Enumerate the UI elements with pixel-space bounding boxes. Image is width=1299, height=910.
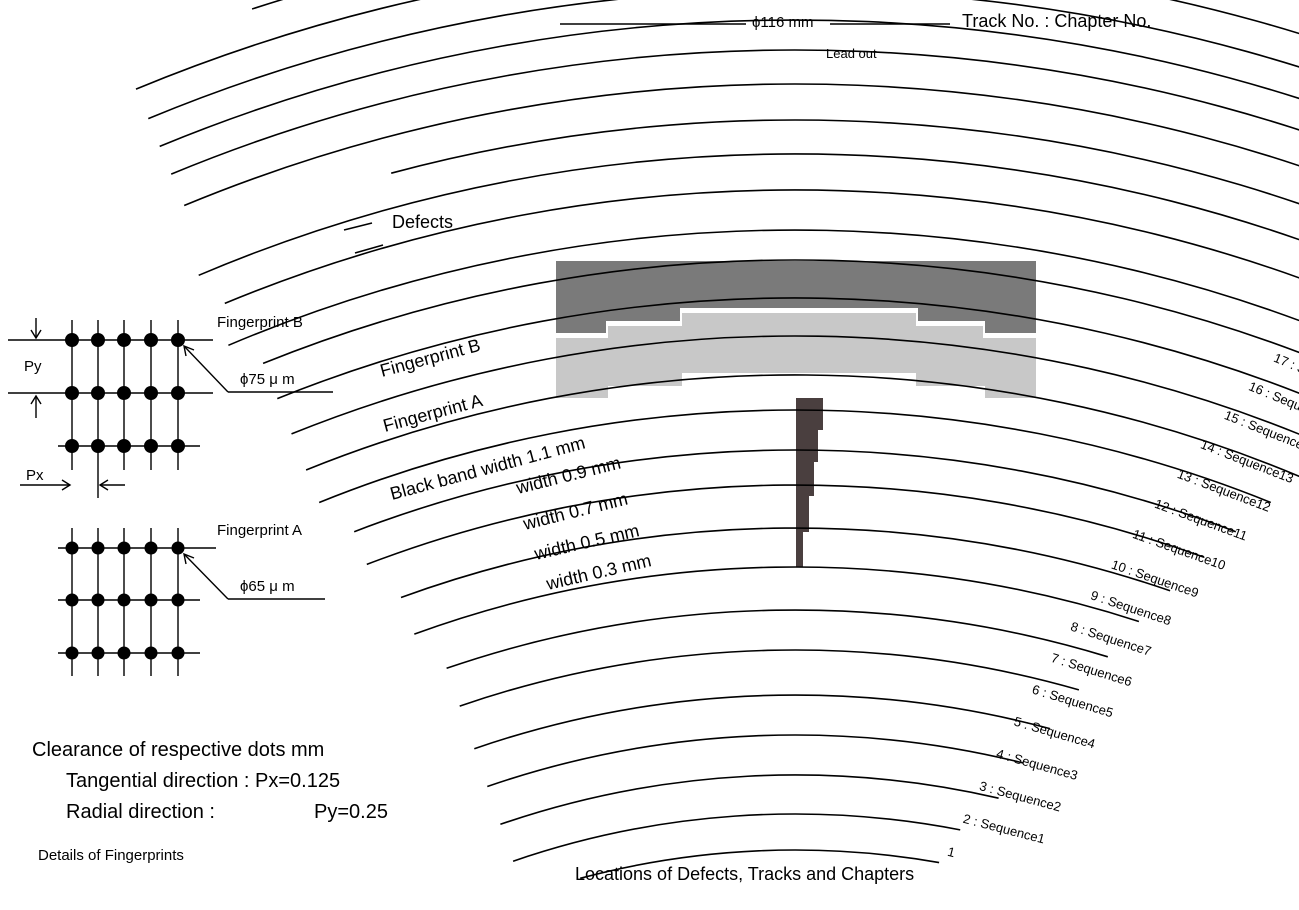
track-arc bbox=[446, 609, 1109, 670]
track-arc bbox=[512, 813, 961, 862]
black-bands bbox=[796, 398, 823, 567]
fingerprint-dot bbox=[91, 386, 105, 400]
fingerprint-dot bbox=[65, 541, 79, 555]
fingerprint-b-dots bbox=[65, 333, 185, 453]
py-label: Py bbox=[24, 358, 42, 375]
track-arcs-overlay bbox=[135, 0, 1299, 880]
clearance-title: Clearance of respective dots mm bbox=[32, 739, 324, 761]
fingerprint-dot bbox=[65, 646, 79, 660]
track-arc bbox=[135, 0, 1299, 90]
fingerprint-dot bbox=[91, 593, 105, 607]
defect-marks bbox=[343, 222, 384, 254]
disk-caption: Locations of Defects, Tracks and Chapter… bbox=[575, 864, 914, 884]
fingerprint-dot bbox=[91, 541, 105, 555]
black-band-0-5mm bbox=[796, 494, 809, 532]
fingerprint-dot bbox=[91, 439, 105, 453]
track-label: 7 : Sequence6 bbox=[1049, 650, 1134, 689]
clearance-tangential: Tangential direction : Px=0.125 bbox=[66, 770, 340, 792]
fingerprint-dot bbox=[171, 646, 185, 660]
track-arc bbox=[170, 49, 1299, 175]
track-label: 10 : Sequence9 bbox=[1110, 557, 1201, 601]
px-label: Px bbox=[26, 467, 44, 484]
black-band-1-1mm bbox=[796, 398, 823, 430]
track-arc bbox=[159, 19, 1299, 148]
fingerprint-dot bbox=[144, 386, 158, 400]
track-label: 11 : Sequence10 bbox=[1131, 526, 1228, 573]
fingerprint-dot bbox=[65, 386, 79, 400]
clearance-radial-value: Py=0.25 bbox=[314, 801, 388, 823]
fingerprint-dot bbox=[65, 593, 79, 607]
track-label: 2 : Sequence1 bbox=[962, 811, 1047, 847]
track-arc bbox=[262, 259, 1299, 365]
details-caption: Details of Fingerprints bbox=[38, 847, 184, 864]
defect-mark bbox=[343, 222, 373, 231]
fingerprint-dot bbox=[117, 541, 131, 555]
fingerprint-dot bbox=[91, 333, 105, 347]
fingerprint-b-detail bbox=[8, 318, 333, 498]
track-arc bbox=[579, 849, 940, 880]
track-arc bbox=[291, 335, 1299, 436]
defects-label: Defects bbox=[392, 212, 453, 232]
fingerprint-dot bbox=[171, 439, 185, 453]
fingerprint-dot bbox=[144, 541, 158, 555]
fingerprint-a-dot-size: ϕ65 μ m bbox=[240, 578, 295, 595]
black-band-0-9mm bbox=[796, 428, 818, 462]
fingerprint-dot bbox=[171, 333, 185, 347]
fingerprint-dot bbox=[144, 646, 158, 660]
track-arc bbox=[147, 0, 1299, 120]
track-arc bbox=[318, 409, 1272, 504]
track-arc bbox=[414, 566, 1140, 635]
track-label: 9 : Sequence8 bbox=[1089, 588, 1173, 629]
fingerprint-dot bbox=[65, 333, 79, 347]
fingerprint-dot bbox=[144, 593, 158, 607]
track-label: 8 : Sequence7 bbox=[1069, 619, 1153, 659]
fingerprint-dot bbox=[171, 386, 185, 400]
fingerprint-dot bbox=[117, 439, 131, 453]
track-arc bbox=[400, 527, 1171, 599]
fingerprint-b-region bbox=[556, 261, 1036, 333]
black-band-0-3mm bbox=[796, 530, 803, 567]
fingerprint-b-dot-size: ϕ75 μ m bbox=[240, 371, 295, 388]
defect-mark bbox=[354, 244, 384, 254]
fingerprint-dot bbox=[171, 593, 185, 607]
track-arc bbox=[305, 374, 1299, 478]
track-arc bbox=[198, 153, 1299, 277]
fingerprint-dot bbox=[65, 439, 79, 453]
fingerprint-dot bbox=[117, 646, 131, 660]
fingerprint-b-title: Fingerprint B bbox=[217, 314, 303, 331]
fingerprint-dot bbox=[91, 646, 105, 660]
track-arc bbox=[353, 449, 1237, 533]
track-label: 4 : Sequence3 bbox=[995, 746, 1080, 783]
black-band-0-7mm bbox=[796, 460, 814, 496]
track-arc bbox=[277, 297, 1299, 400]
fingerprint-a-title: Fingerprint A bbox=[217, 522, 302, 539]
fingerprint-dot bbox=[144, 439, 158, 453]
track-arc bbox=[487, 734, 1024, 788]
clearance-radial-label: Radial direction : bbox=[66, 801, 215, 823]
fingerprint-dot bbox=[117, 333, 131, 347]
lead-out-label: Lead out bbox=[826, 46, 877, 61]
track-arc bbox=[366, 484, 1204, 566]
fingerprint-dot bbox=[171, 541, 185, 555]
track-arc bbox=[183, 83, 1299, 207]
fingerprint-a-region bbox=[556, 313, 1036, 398]
track-arc bbox=[459, 649, 1080, 707]
fingerprint-b-disk-label: Fingerprint B bbox=[378, 335, 483, 381]
fingerprint-dot bbox=[144, 333, 158, 347]
outer-diameter-label: ϕ116 mm bbox=[752, 14, 813, 31]
track-arc bbox=[224, 189, 1299, 305]
track-arc bbox=[474, 694, 1051, 750]
track-arc bbox=[390, 119, 1299, 205]
fingerprint-a-dots bbox=[65, 541, 185, 660]
track-arc bbox=[228, 229, 1299, 347]
fingerprint-dot bbox=[117, 386, 131, 400]
track-chapter-header: Track No. : Chapter No. bbox=[962, 11, 1151, 31]
fingerprint-dot bbox=[117, 593, 131, 607]
track-arc bbox=[500, 774, 999, 826]
track-label: 1 bbox=[946, 844, 957, 860]
track-label: 5 : Sequence4 bbox=[1012, 714, 1097, 752]
